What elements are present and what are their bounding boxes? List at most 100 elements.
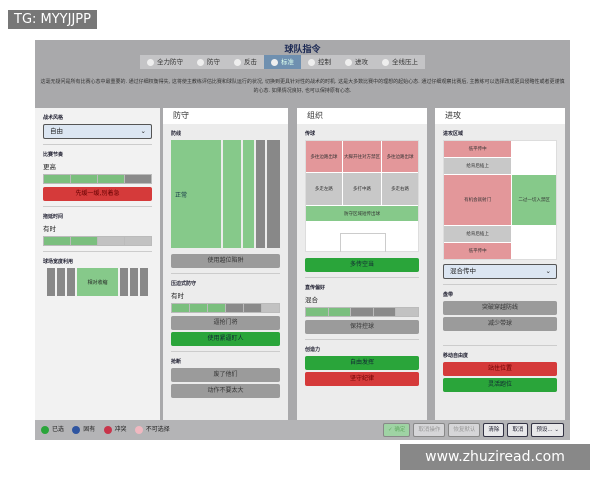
footer-bar: 已选 固有 冲突 不可选择 ✓ 确定 取消操作 恢复默认 清除 取消 预设...… bbox=[35, 420, 570, 440]
stay-on-feet-button[interactable]: 动作不要太大 bbox=[171, 384, 280, 398]
green-dot-icon bbox=[41, 426, 49, 434]
shield-icon bbox=[147, 58, 154, 66]
zone-cell[interactable]: 给背后插上 bbox=[444, 226, 512, 242]
zone-cell[interactable]: 多走右路 bbox=[382, 173, 418, 205]
legend-unavailable: 不可选择 bbox=[134, 420, 170, 440]
style-select[interactable]: 自由 ⌄ bbox=[43, 124, 152, 139]
style-value: 自由 bbox=[50, 127, 63, 135]
zone-cell[interactable]: 低平传中 bbox=[444, 243, 512, 259]
tight-marking-button[interactable]: 使用紧逼盯人 bbox=[171, 332, 280, 346]
divider bbox=[43, 144, 152, 145]
roam-button[interactable]: 灵活跑位 bbox=[443, 378, 557, 392]
width-label: 球场宽度利用 bbox=[43, 259, 74, 265]
watermark-bottom: www.zhuziread.com bbox=[400, 444, 590, 470]
tab-standard[interactable]: 标准 bbox=[264, 55, 301, 69]
tempo-button[interactable]: 先缓一缓,别着急 bbox=[43, 187, 152, 201]
free-creativity-button[interactable]: 自由发挥 bbox=[305, 356, 419, 370]
confirm-button[interactable]: ✓ 确定 bbox=[382, 423, 411, 437]
press-slider[interactable] bbox=[171, 303, 280, 313]
chevron-down-icon: ⌄ bbox=[140, 127, 146, 135]
tempo-value: 更高 bbox=[43, 163, 56, 171]
zone-cell[interactable]: 多走左路 bbox=[306, 173, 342, 205]
width-selector[interactable]: 相对收缩 bbox=[47, 268, 149, 296]
zone-label: 进攻区域 bbox=[443, 131, 464, 137]
press-label: 压迫式防守 bbox=[171, 281, 197, 287]
zone-cell[interactable]: 低平传中 bbox=[444, 141, 512, 157]
pass-into-space-button[interactable]: 多传空当 bbox=[305, 258, 419, 272]
team-instructions-window: 球队指令 全力防守 防守 反击 标准 控制 进攻 全线压上 这毫无疑问是所有比赛… bbox=[35, 40, 570, 440]
press-goalkeeper-button[interactable]: 逼抢门将 bbox=[171, 316, 280, 330]
zone-cell[interactable]: 有机会就射门 bbox=[444, 175, 512, 225]
offside-trap-button[interactable]: 使用越位陷阱 bbox=[171, 254, 280, 268]
timewaste-value: 有时 bbox=[43, 225, 56, 233]
width-value: 相对收缩 bbox=[77, 268, 118, 296]
presets-dropdown[interactable]: 预设... ⌄ bbox=[531, 423, 564, 437]
zone-cell[interactable]: 防守区域短传出球 bbox=[306, 206, 418, 221]
penalty-box bbox=[339, 233, 387, 252]
clear-button[interactable]: 清除 bbox=[483, 423, 505, 437]
control-icon bbox=[308, 58, 315, 66]
dribble-less-button[interactable]: 减少带球 bbox=[443, 317, 557, 331]
divider bbox=[443, 284, 557, 285]
keep-possession-button[interactable]: 保持控球 bbox=[305, 320, 419, 334]
tab-label: 标准 bbox=[281, 58, 294, 66]
mentality-description: 这毫无疑问是所有比赛心态中最重要的. 通过仔细权衡得失, 这将使主教练评估比赛和… bbox=[40, 79, 565, 94]
reset-default-button[interactable]: 恢复默认 bbox=[448, 423, 481, 437]
divider bbox=[171, 351, 280, 352]
tempo-slider[interactable] bbox=[43, 174, 152, 184]
divider bbox=[43, 206, 152, 207]
tackle-label: 抢断 bbox=[171, 359, 182, 365]
shield-icon bbox=[197, 58, 204, 66]
undo-button[interactable]: 取消操作 bbox=[413, 423, 446, 437]
cross-select[interactable]: 混合传中 ⌄ bbox=[443, 264, 557, 279]
hold-position-button[interactable]: 站住位置 bbox=[443, 362, 557, 376]
blue-dot-icon bbox=[72, 426, 81, 434]
tab-label: 全线压上 bbox=[392, 58, 418, 66]
defensive-line-selector[interactable]: 正常 bbox=[171, 140, 280, 248]
pink-dot-icon bbox=[134, 426, 143, 434]
zone-cell[interactable]: 多往边路出球 bbox=[306, 141, 342, 172]
tab-overload[interactable]: 全线压上 bbox=[375, 55, 425, 69]
tab-control[interactable]: 控制 bbox=[301, 55, 338, 69]
tab-label: 全力防守 bbox=[157, 58, 183, 66]
discipline-button[interactable]: 坚守纪律 bbox=[305, 372, 419, 386]
divider bbox=[443, 345, 557, 346]
passing-pitch[interactable]: 多往边路出球 大脚开往对方禁区 多往边路出球 多走左路 多打中路 多走右路 防守… bbox=[305, 140, 419, 252]
pass-pref-value: 混合 bbox=[305, 296, 318, 304]
legend-conflict: 冲突 bbox=[103, 420, 127, 440]
zone-cell[interactable]: 多打中路 bbox=[342, 173, 382, 205]
organize-header: 组织 bbox=[297, 108, 427, 124]
run-at-defence-button[interactable]: 突破穿越防线 bbox=[443, 301, 557, 315]
confirm-label: 确定 bbox=[394, 427, 406, 433]
tempo-label: 比赛节奏 bbox=[43, 152, 64, 158]
zone-cell[interactable]: 大脚开往对方禁区 bbox=[342, 141, 382, 172]
zone-cell[interactable]: 多往边路出球 bbox=[382, 141, 418, 172]
pass-label: 传球 bbox=[305, 131, 316, 137]
tab-label: 控制 bbox=[318, 58, 331, 66]
tab-attack[interactable]: 进攻 bbox=[338, 55, 375, 69]
creativity-label: 创造力 bbox=[305, 347, 321, 353]
attack-zone-pitch[interactable]: 低平传中 给背后插上 有机会就射门 二过一切入禁区 给背后插上 低平传中 bbox=[443, 140, 557, 260]
timewaste-slider[interactable] bbox=[43, 236, 152, 246]
defense-panel: 防守 防线 正常 使用越位陷阱 压迫式防守 有时 逼抢门将 使用紧逼盯人 抢断 … bbox=[163, 108, 288, 420]
tab-all-defend[interactable]: 全力防守 bbox=[140, 55, 190, 69]
cancel-button[interactable]: 取消 bbox=[507, 423, 529, 437]
divider bbox=[305, 339, 419, 340]
legend-label: 不可选择 bbox=[145, 426, 170, 433]
zone-cell[interactable]: 二过一切入禁区 bbox=[512, 175, 556, 225]
organize-panel: 组织 传球 多往边路出球 大脚开往对方禁区 多往边路出球 多走左路 多打中路 多… bbox=[297, 108, 427, 420]
page-title: 球队指令 bbox=[284, 45, 321, 55]
tab-label: 防守 bbox=[207, 58, 220, 66]
tab-counter[interactable]: 反击 bbox=[227, 55, 264, 69]
line-label: 防线 bbox=[171, 131, 182, 137]
pass-pref-slider[interactable] bbox=[305, 307, 419, 317]
tab-defend[interactable]: 防守 bbox=[190, 55, 227, 69]
hard-tackle-button[interactable]: 废了他们 bbox=[171, 368, 280, 382]
standard-icon bbox=[271, 58, 278, 66]
divider bbox=[43, 251, 152, 252]
press-value: 有时 bbox=[171, 292, 184, 300]
watermark-top: TG: MYYJJPP bbox=[8, 10, 97, 29]
zone-cell[interactable]: 给背后插上 bbox=[444, 158, 512, 174]
red-dot-icon bbox=[103, 426, 112, 434]
general-panel: 战术风格 自由 ⌄ 比赛节奏 更高 先缓一缓,别着急 拖延时间 有时 球场宽度利用… bbox=[35, 108, 160, 420]
